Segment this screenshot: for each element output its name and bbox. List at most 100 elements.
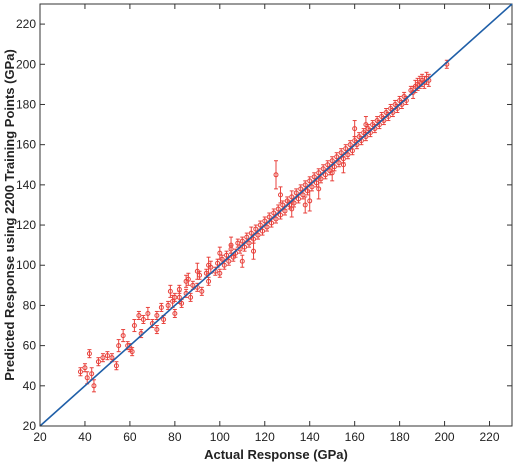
data-point — [340, 162, 346, 168]
data-point — [253, 226, 259, 232]
data-point — [183, 278, 189, 284]
x-tick-label: 180 — [390, 430, 410, 444]
data-point — [338, 150, 344, 156]
data-point — [206, 278, 212, 284]
data-point — [277, 212, 283, 218]
data-point — [158, 304, 164, 310]
data-point — [161, 316, 167, 322]
data-point — [275, 206, 281, 212]
data-point — [242, 244, 248, 250]
data-point — [421, 79, 427, 85]
data-point — [176, 294, 182, 300]
data-point — [383, 110, 389, 116]
data-point — [120, 333, 126, 339]
data-point — [89, 371, 95, 377]
data-point — [363, 122, 369, 128]
x-tick-label: 160 — [345, 430, 365, 444]
data-point — [370, 122, 376, 128]
x-tick-label: 140 — [300, 430, 320, 444]
y-tick-label: 140 — [16, 178, 36, 192]
data-point — [203, 270, 209, 276]
y-axis-title: Predicted Response using 2200 Training P… — [2, 49, 17, 381]
x-tick-label: 200 — [435, 430, 455, 444]
data-point — [82, 365, 88, 371]
data-point — [176, 286, 182, 292]
y-tick-label: 80 — [23, 298, 37, 312]
x-tick-label: 40 — [78, 430, 92, 444]
data-point — [300, 192, 306, 198]
data-point — [154, 312, 160, 318]
data-point — [309, 184, 315, 190]
data-point — [320, 166, 326, 172]
data-point — [251, 248, 257, 254]
data-point — [228, 242, 234, 248]
data-point — [260, 228, 266, 234]
data-point — [269, 220, 275, 226]
data-point — [298, 186, 304, 192]
data-point — [343, 146, 349, 152]
data-point — [302, 202, 308, 208]
y-tick-label: 100 — [16, 258, 36, 272]
data-point — [170, 298, 176, 304]
data-point — [217, 270, 223, 276]
data-point — [352, 126, 358, 132]
data-point — [365, 126, 371, 132]
data-point — [345, 152, 351, 158]
data-point — [280, 202, 286, 208]
data-point — [347, 142, 353, 148]
y-axis-ticks: 20 40 60 80 100 120 140 160 180 200 220 — [16, 17, 512, 433]
data-point — [172, 310, 178, 316]
data-point — [352, 138, 358, 144]
x-tick-label: 100 — [210, 430, 230, 444]
x-axis-title: Actual Response (GPa) — [204, 447, 348, 462]
data-point — [109, 355, 115, 361]
x-tick-label: 20 — [33, 430, 47, 444]
data-point — [374, 118, 380, 124]
data-point — [199, 288, 205, 294]
data-point — [340, 156, 346, 162]
data-points — [77, 61, 450, 389]
data-point — [329, 170, 335, 176]
data-point — [262, 218, 268, 224]
data-point — [289, 194, 295, 200]
data-point — [230, 254, 236, 260]
data-point — [84, 375, 90, 381]
y-tick-label: 180 — [16, 97, 36, 111]
data-point — [356, 134, 362, 140]
data-point — [304, 188, 310, 194]
y-tick-label: 160 — [16, 138, 36, 152]
x-tick-label: 60 — [123, 430, 137, 444]
data-point — [219, 256, 225, 262]
data-point — [334, 154, 340, 160]
x-tick-label: 120 — [255, 430, 275, 444]
data-point — [226, 258, 232, 264]
data-point — [188, 294, 194, 300]
data-point — [95, 359, 101, 365]
data-point — [215, 260, 221, 266]
data-point — [165, 302, 171, 308]
data-point — [91, 383, 97, 389]
data-point — [307, 198, 313, 204]
data-point — [277, 192, 283, 198]
data-point — [329, 158, 335, 164]
data-point — [325, 162, 331, 168]
data-point — [273, 216, 279, 222]
data-point — [322, 172, 328, 178]
data-point — [313, 180, 319, 186]
data-point — [100, 355, 106, 361]
data-point — [248, 230, 254, 236]
data-point — [255, 232, 261, 238]
data-point — [401, 93, 407, 99]
data-point — [77, 369, 83, 375]
data-point — [397, 97, 403, 103]
data-point — [167, 288, 173, 294]
data-point — [266, 214, 272, 220]
data-point — [113, 363, 119, 369]
data-point — [273, 172, 279, 178]
data-point — [86, 351, 92, 357]
data-point — [197, 272, 203, 278]
data-point — [410, 89, 416, 95]
data-point — [311, 174, 317, 180]
data-point — [392, 101, 398, 107]
